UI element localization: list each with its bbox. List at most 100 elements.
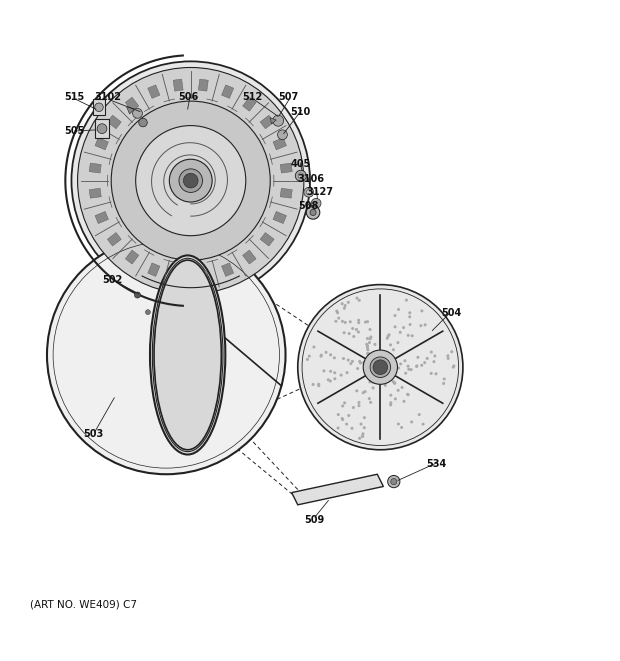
Circle shape <box>352 406 355 409</box>
Circle shape <box>383 366 386 369</box>
Bar <box>260 233 274 246</box>
Ellipse shape <box>154 260 221 449</box>
Circle shape <box>356 367 359 370</box>
Circle shape <box>341 418 344 421</box>
Circle shape <box>423 361 426 364</box>
Circle shape <box>387 378 390 381</box>
Circle shape <box>333 356 336 360</box>
Circle shape <box>392 348 395 351</box>
Circle shape <box>388 475 400 488</box>
Circle shape <box>298 173 304 178</box>
Bar <box>273 212 286 223</box>
Circle shape <box>373 366 376 369</box>
Circle shape <box>312 383 315 386</box>
Text: 504: 504 <box>441 309 462 319</box>
Bar <box>173 79 183 91</box>
Text: 512: 512 <box>242 92 263 102</box>
Circle shape <box>389 403 392 407</box>
Bar <box>125 250 139 264</box>
Circle shape <box>386 366 389 369</box>
Bar <box>107 233 122 246</box>
Circle shape <box>343 331 345 334</box>
Circle shape <box>377 368 380 371</box>
Bar <box>93 99 105 115</box>
Circle shape <box>372 372 375 375</box>
Circle shape <box>387 366 390 369</box>
Circle shape <box>368 397 371 400</box>
Circle shape <box>349 362 352 365</box>
Circle shape <box>415 364 419 368</box>
Circle shape <box>420 309 423 313</box>
Bar <box>89 188 101 198</box>
Circle shape <box>95 103 104 112</box>
Circle shape <box>334 320 337 323</box>
Circle shape <box>336 311 339 314</box>
Circle shape <box>334 377 337 380</box>
Circle shape <box>341 405 344 407</box>
Text: 534: 534 <box>426 459 446 469</box>
Circle shape <box>410 368 413 371</box>
Circle shape <box>401 386 404 389</box>
Circle shape <box>361 391 365 394</box>
Circle shape <box>389 343 392 346</box>
Circle shape <box>364 321 367 324</box>
Circle shape <box>383 371 386 375</box>
Circle shape <box>366 346 369 349</box>
Circle shape <box>405 299 408 301</box>
Circle shape <box>366 337 369 340</box>
Circle shape <box>337 426 340 430</box>
Polygon shape <box>126 106 135 114</box>
Circle shape <box>426 357 428 360</box>
Circle shape <box>341 320 344 323</box>
Circle shape <box>343 401 346 405</box>
Circle shape <box>415 365 418 368</box>
Circle shape <box>371 387 374 389</box>
Circle shape <box>420 364 423 367</box>
Circle shape <box>397 366 400 369</box>
Circle shape <box>363 350 397 384</box>
Circle shape <box>347 301 350 304</box>
Circle shape <box>399 330 402 334</box>
Circle shape <box>337 317 340 320</box>
Circle shape <box>345 371 348 374</box>
Circle shape <box>355 328 358 331</box>
Circle shape <box>320 354 323 357</box>
Bar <box>242 97 256 111</box>
Circle shape <box>402 326 405 329</box>
Circle shape <box>371 381 374 384</box>
Circle shape <box>376 369 379 373</box>
Circle shape <box>366 352 369 355</box>
Circle shape <box>179 169 203 192</box>
Circle shape <box>433 354 436 358</box>
Circle shape <box>368 352 370 355</box>
Circle shape <box>386 366 389 368</box>
Circle shape <box>135 292 141 298</box>
Circle shape <box>317 383 320 386</box>
Bar <box>221 263 234 276</box>
Circle shape <box>406 393 409 396</box>
Circle shape <box>377 362 380 365</box>
Bar <box>173 270 183 282</box>
Text: 503: 503 <box>84 430 104 440</box>
Circle shape <box>388 333 391 336</box>
Circle shape <box>394 325 397 329</box>
Circle shape <box>394 397 397 401</box>
Text: 508: 508 <box>298 201 318 211</box>
Circle shape <box>184 173 198 188</box>
Circle shape <box>387 368 390 371</box>
Circle shape <box>408 311 411 315</box>
Circle shape <box>392 380 395 383</box>
Bar <box>273 137 286 150</box>
Circle shape <box>369 401 372 404</box>
Circle shape <box>136 126 246 236</box>
Bar <box>148 85 160 98</box>
Circle shape <box>319 354 322 358</box>
Circle shape <box>366 348 370 352</box>
Circle shape <box>169 159 212 202</box>
Circle shape <box>139 118 148 127</box>
Circle shape <box>378 367 381 370</box>
Circle shape <box>422 422 425 426</box>
Circle shape <box>386 336 389 340</box>
Circle shape <box>329 353 332 356</box>
Circle shape <box>342 357 345 360</box>
